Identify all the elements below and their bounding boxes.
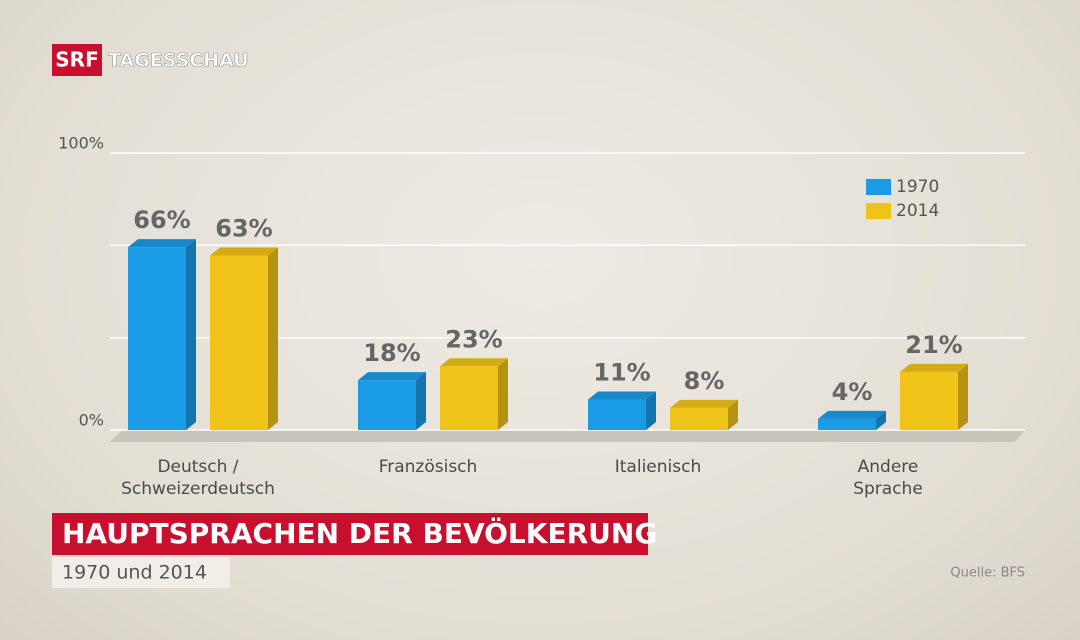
chart-subtitle: 1970 und 2014 xyxy=(62,562,207,584)
value-label: 18% xyxy=(363,339,420,367)
floor xyxy=(110,430,1025,442)
subtitle-box xyxy=(52,557,230,588)
bar xyxy=(358,380,416,430)
value-label: 23% xyxy=(445,325,502,353)
bar xyxy=(440,366,498,430)
value-label: 4% xyxy=(832,378,873,406)
y-tick-label: 100% xyxy=(58,134,104,153)
value-label: 66% xyxy=(133,206,190,234)
x-tick-label: Französisch xyxy=(378,457,478,477)
bar xyxy=(588,399,646,430)
bar-top xyxy=(900,363,968,372)
program-name: TAGESSCHAU xyxy=(108,50,249,72)
logo: SRF xyxy=(55,48,98,72)
value-label: 21% xyxy=(905,331,962,359)
x-tick-label: Deutsch / Schweizerdeutsch xyxy=(121,457,275,499)
bar-side xyxy=(728,399,738,430)
title-banner xyxy=(52,513,648,555)
bar-top xyxy=(588,391,656,400)
logo-box xyxy=(52,44,102,76)
bar-top xyxy=(128,239,196,248)
legend-label: 2014 xyxy=(896,201,939,221)
y-tick-label: 0% xyxy=(79,411,104,430)
bar-side xyxy=(876,410,886,430)
bar-side xyxy=(498,358,508,430)
legend-label: 1970 xyxy=(896,177,939,197)
bar-side xyxy=(268,247,278,430)
bar xyxy=(900,371,958,430)
source: Quelle: BFS xyxy=(950,566,1025,581)
bar-side xyxy=(186,239,196,430)
value-label: 8% xyxy=(684,367,725,395)
bar xyxy=(670,407,728,430)
value-label: 11% xyxy=(593,359,650,387)
bar-top xyxy=(440,358,508,367)
chart-title: HAUPTSPRACHEN DER BEVÖLKERUNG xyxy=(62,516,657,550)
bar-top xyxy=(670,399,738,408)
bar-top xyxy=(818,410,886,419)
bar-top xyxy=(358,372,426,381)
bar xyxy=(128,247,186,430)
bar-side xyxy=(958,363,968,430)
bar xyxy=(210,255,268,430)
bar-side xyxy=(646,391,656,430)
value-label: 63% xyxy=(215,214,272,242)
legend-swatch xyxy=(866,179,891,195)
legend-swatch xyxy=(866,203,891,219)
x-tick-label: Andere Sprache xyxy=(853,457,923,499)
bar-side xyxy=(416,372,426,430)
x-tick-label: Italienisch xyxy=(614,457,702,477)
bar xyxy=(818,418,876,430)
bar-top xyxy=(210,247,278,256)
